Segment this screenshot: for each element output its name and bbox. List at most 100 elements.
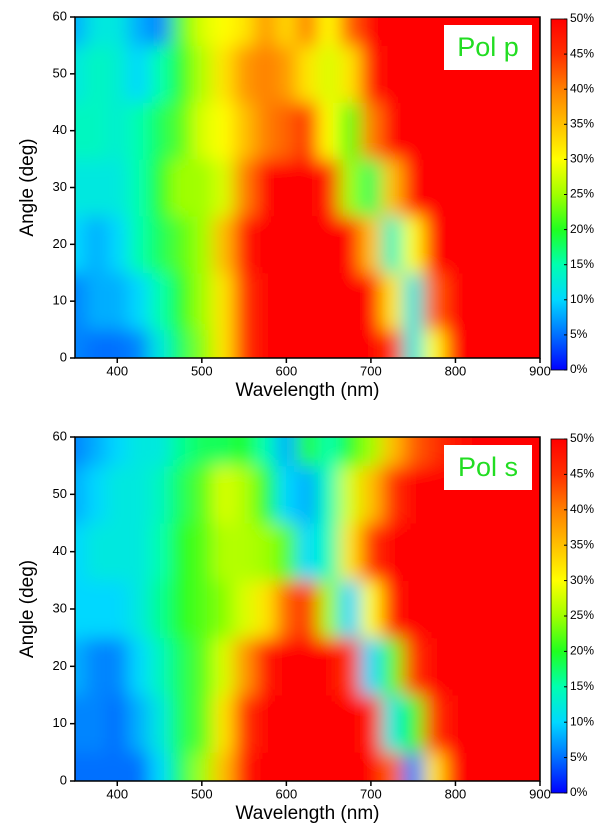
heatmap-cell	[360, 580, 382, 639]
heatmap-cell	[106, 17, 129, 46]
heatmap-cell	[508, 752, 530, 781]
heatmap-cell	[191, 45, 213, 103]
x-tick-label: 500	[191, 363, 213, 378]
heatmap-cell	[402, 272, 425, 331]
heatmap-cell	[127, 102, 150, 160]
heatmap-cell	[423, 102, 446, 160]
heatmap-cell	[339, 523, 361, 581]
heatmap-cell	[212, 637, 235, 696]
heatmap-cell	[508, 215, 530, 274]
heatmap-cell	[487, 695, 509, 753]
heatmap-cell	[296, 437, 319, 467]
heatmap-cell	[170, 695, 192, 753]
heatmap-cell	[487, 523, 509, 581]
heatmap-cell	[381, 752, 404, 781]
heatmap-cell	[254, 580, 277, 639]
heatmap-cell	[423, 637, 446, 696]
heatmap-cell	[402, 580, 425, 639]
heatmap-cell	[212, 465, 235, 524]
heatmap-cell	[296, 637, 319, 696]
heatmap-cell	[318, 102, 340, 160]
heatmap-cell	[75, 215, 87, 274]
heatmap-cell	[148, 465, 171, 524]
heatmap-cell	[529, 637, 540, 696]
heatmap-cell	[423, 17, 446, 46]
heatmap-cell	[423, 752, 446, 781]
y-tick-label: 10	[53, 715, 67, 730]
heatmap-cell	[360, 17, 382, 46]
heatmap-cell	[106, 45, 129, 103]
heatmap-cell	[275, 523, 298, 581]
heatmap-cell	[233, 215, 256, 274]
heatmap-cell	[233, 329, 256, 358]
annotation: Pol p	[457, 32, 519, 62]
heatmap-cell	[85, 102, 108, 160]
heatmap-cell	[339, 215, 361, 274]
heatmap-cell	[148, 215, 171, 274]
heatmap-cell	[296, 580, 319, 639]
heatmap-cell	[444, 159, 467, 217]
heatmap-cell	[106, 465, 129, 524]
heatmap-cell	[402, 695, 425, 753]
heatmap-cell	[423, 695, 446, 753]
heatmap-cell	[85, 215, 108, 274]
heatmap-cell	[191, 329, 213, 358]
heatmap-cell	[423, 45, 446, 103]
heatmap-cell	[212, 695, 235, 753]
heatmap-cell	[191, 637, 213, 696]
y-axis-label: Angle (deg)	[17, 560, 38, 658]
heatmap-cell	[85, 580, 108, 639]
heatmap-cell	[318, 437, 340, 467]
colorbar-tick-label: 30%	[570, 573, 594, 587]
heatmap-cell	[106, 523, 129, 581]
heatmap-cell	[85, 329, 108, 358]
heatmap-cell	[360, 523, 382, 581]
colorbar-tick-label: 5%	[570, 750, 588, 764]
heatmap-cell	[402, 215, 425, 274]
heatmap-cell	[318, 695, 340, 753]
heatmap-cell	[508, 329, 530, 358]
heatmap-cell	[233, 465, 256, 524]
heatmap-cell	[529, 329, 540, 358]
heatmap-cell	[318, 17, 340, 46]
heatmap-cell	[106, 437, 129, 467]
heatmap-cell	[106, 102, 129, 160]
heatmap-cell	[170, 329, 192, 358]
heatmap-cell	[381, 523, 404, 581]
heatmap-cell	[444, 752, 467, 781]
heatmap-cell	[275, 752, 298, 781]
x-axis-label: Wavelength (nm)	[236, 380, 380, 401]
cells	[75, 17, 540, 358]
x-tick-label: 600	[276, 363, 298, 378]
heatmap-cell	[254, 17, 277, 46]
heatmap-cell	[318, 159, 340, 217]
heatmap-cell	[75, 102, 87, 160]
colorbar-tick-label: 45%	[570, 46, 594, 60]
heatmap-cell	[402, 329, 425, 358]
heatmap-cell	[529, 45, 540, 103]
colorbar-tick-label: 20%	[570, 644, 594, 658]
heatmap-cell	[191, 102, 213, 160]
heatmap-cell	[402, 523, 425, 581]
heatmap-cell	[529, 752, 540, 781]
heatmap-cell	[148, 637, 171, 696]
heatmap-cell	[423, 272, 446, 331]
heatmap-cell	[170, 159, 192, 217]
heatmap-cell	[423, 580, 446, 639]
heatmap-cell	[423, 465, 446, 524]
heatmap-cell	[318, 329, 340, 358]
heatmap-cell	[170, 17, 192, 46]
heatmap-cell	[360, 637, 382, 696]
heatmap-cell	[508, 272, 530, 331]
heatmap-cell	[85, 17, 108, 46]
heatmap-cell	[85, 523, 108, 581]
colorbar-tick-label: 15%	[570, 257, 594, 271]
heatmap-cell	[233, 752, 256, 781]
heatmap-cell	[212, 523, 235, 581]
heatmap-cell	[381, 329, 404, 358]
heatmap-cell	[254, 695, 277, 753]
heatmap-cell	[275, 17, 298, 46]
heatmap-cell	[148, 17, 171, 46]
heatmap-cell	[127, 523, 150, 581]
y-tick-label: 30	[53, 600, 67, 615]
